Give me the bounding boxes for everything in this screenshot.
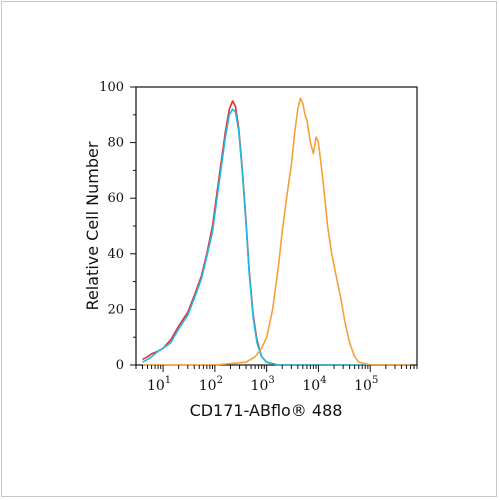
series-layer bbox=[142, 97, 411, 366]
y-tick-label: 100 bbox=[99, 80, 124, 95]
x-tick-label: 102 bbox=[199, 375, 223, 394]
x-tick-label: 105 bbox=[354, 375, 378, 394]
x-tick-label: 101 bbox=[147, 375, 171, 394]
y-tick-label: 20 bbox=[107, 302, 124, 317]
x-tick-label: 104 bbox=[302, 375, 326, 394]
x-axis-title: CD171-ABflo® 488 bbox=[190, 401, 343, 420]
x-tick-label: 103 bbox=[251, 375, 275, 394]
series-line-3 bbox=[142, 97, 411, 366]
y-tick-label: 40 bbox=[107, 247, 124, 262]
y-axis-title: Relative Cell Number bbox=[83, 141, 102, 310]
y-tick-label: 80 bbox=[107, 136, 124, 151]
plot-area bbox=[135, 86, 418, 366]
x-axis: 101 102 103 104 105 bbox=[135, 365, 418, 394]
series-line-2 bbox=[142, 108, 411, 366]
y-axis: 0 20 40 60 80 100 bbox=[99, 80, 136, 373]
y-tick-label: 0 bbox=[116, 358, 124, 373]
y-tick-label: 60 bbox=[107, 191, 124, 206]
